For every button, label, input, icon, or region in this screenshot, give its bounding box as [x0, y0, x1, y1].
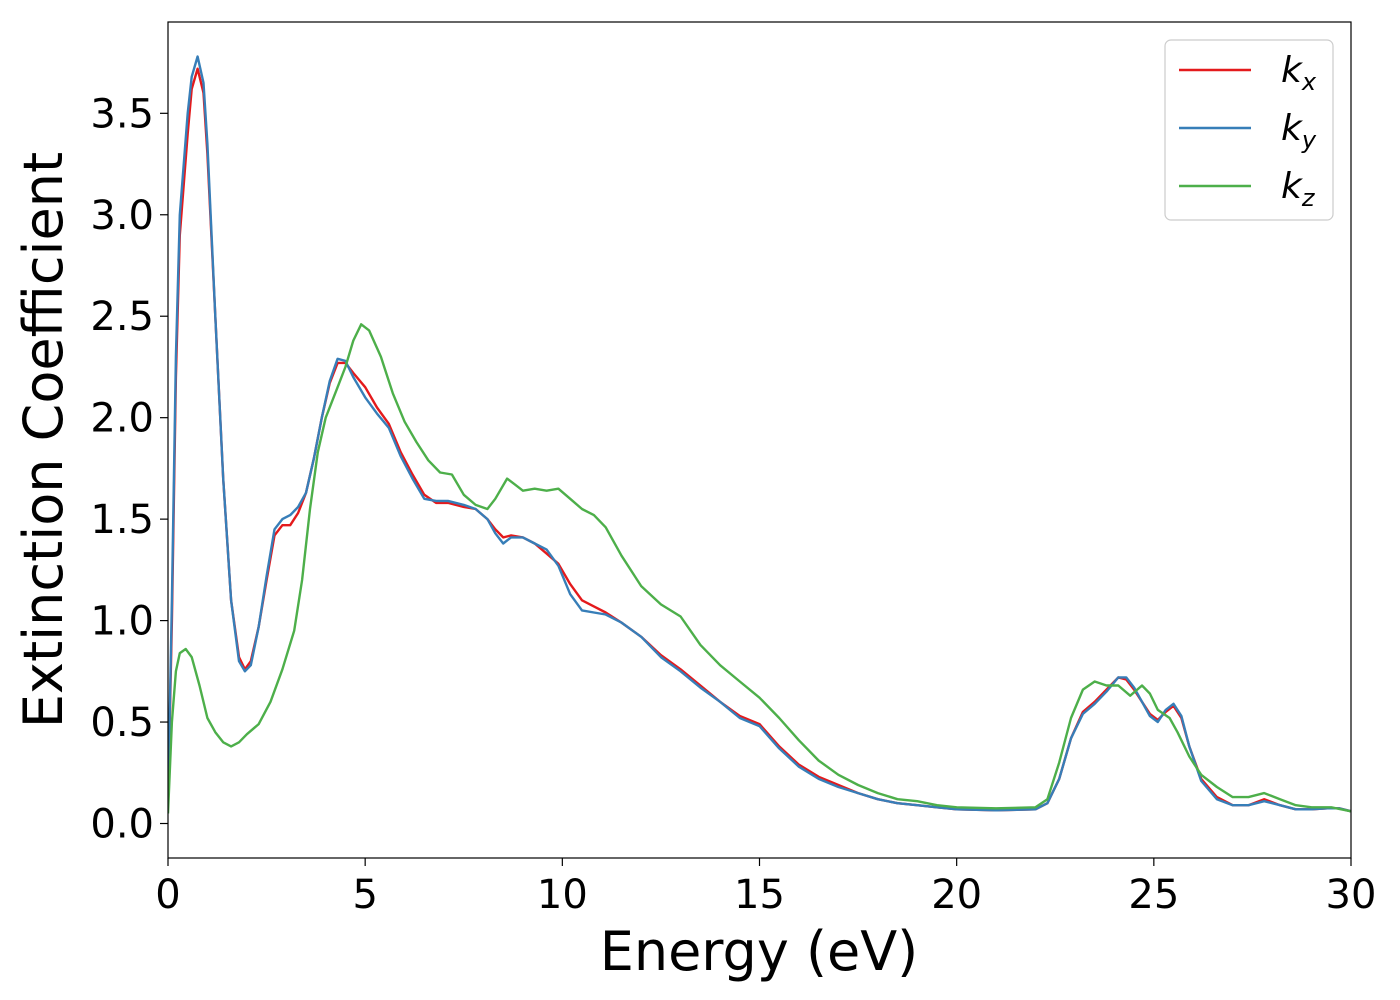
series-layer	[168, 55, 1351, 814]
y-tick-label: 0.5	[90, 700, 154, 746]
y-tick-label: 2.5	[90, 294, 154, 340]
series-line-ky	[168, 55, 1351, 813]
series-line-kz	[168, 323, 1351, 814]
x-tick-label: 15	[734, 872, 785, 918]
y-tick-label: 1.0	[90, 599, 154, 645]
y-tick-label: 2.0	[90, 396, 154, 442]
y-axis-title: Extinction Coefficient	[12, 152, 75, 728]
x-tick-label: 20	[931, 872, 982, 918]
x-tick-label: 5	[352, 872, 377, 918]
x-tick-label: 0	[155, 872, 180, 918]
legend-box	[1164, 39, 1334, 221]
x-tick-label: 25	[1128, 872, 1179, 918]
legend-label-kz: kz	[1281, 166, 1316, 212]
y-axis: 0.0 0.5 1.0 1.5 2.0 2.5 3.0 3.5	[90, 91, 168, 848]
y-tick-label: 3.0	[90, 193, 154, 239]
legend-label-ky: ky	[1281, 108, 1317, 154]
y-tick-label: 3.5	[90, 91, 154, 137]
y-tick-label: 1.5	[90, 497, 154, 543]
legend-label-kx: kx	[1281, 50, 1317, 96]
x-axis: 0 5 10 15 20 25 30	[155, 858, 1376, 918]
legend: kx ky kz	[1164, 39, 1334, 221]
y-tick-label: 0.0	[90, 802, 154, 848]
x-tick-label: 10	[537, 872, 588, 918]
x-tick-label: 30	[1326, 872, 1377, 918]
x-axis-title: Energy (eV)	[600, 920, 919, 983]
